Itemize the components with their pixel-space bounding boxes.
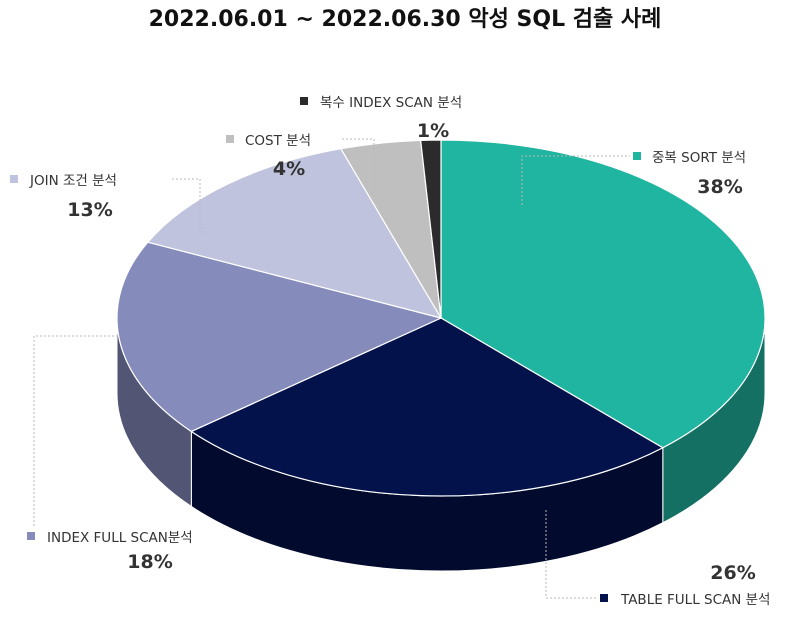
slice-label-index-full-scan: INDEX FULL SCAN분석: [47, 530, 193, 546]
slice-percent-join: 13%: [67, 199, 112, 221]
leader-line-table-full-scan: [545, 510, 598, 599]
leader-line-cost: [340, 138, 375, 197]
slice-percent-table-full-scan: 26%: [710, 562, 755, 584]
leader-line-join: [172, 178, 205, 233]
legend-swatch-join: [10, 175, 18, 183]
slice-label-table-full-scan: TABLE FULL SCAN 분석: [620, 592, 770, 608]
legend-swatch-sort: [633, 152, 641, 160]
slice-label-index-scan: 복수 INDEX SCAN 분석: [320, 95, 462, 111]
pie-labels: 중복 SORT 분석 38% TABLE FULL SCAN 분석 26% INDEX …: [10, 95, 770, 608]
chart-title: 2022.06.01 ~ 2022.06.30 악성 SQL 검출 사례: [149, 7, 662, 32]
pie-slice-index-full-scan: [116, 241, 443, 433]
legend-swatch-index-full-scan: [27, 532, 35, 540]
pie-slice-index-scan: [419, 139, 442, 319]
legend-swatch-cost: [226, 135, 234, 143]
slice-percent-index-full-scan: 18%: [127, 551, 172, 573]
pie-slice-join: [146, 148, 443, 319]
slice-percent-index-scan: 1%: [417, 120, 449, 142]
slice-percent-sort: 38%: [697, 176, 742, 198]
slice-label-cost: COST 분석: [245, 133, 311, 149]
slice-percent-cost: 4%: [273, 158, 305, 180]
legend-swatch-table-full-scan: [600, 594, 608, 602]
pie-slice-table-full-scan: [190, 317, 665, 497]
pie-slice-sort: [440, 139, 766, 449]
leader-line-sort: [521, 155, 630, 205]
pie-slices: [116, 139, 766, 497]
slice-label-sort: 중복 SORT 분석: [652, 150, 746, 166]
leader-line-index-full-scan: [33, 335, 118, 528]
legend-swatch-index-scan: [300, 97, 308, 105]
slice-label-join: JOIN 조건 분석: [29, 173, 117, 189]
